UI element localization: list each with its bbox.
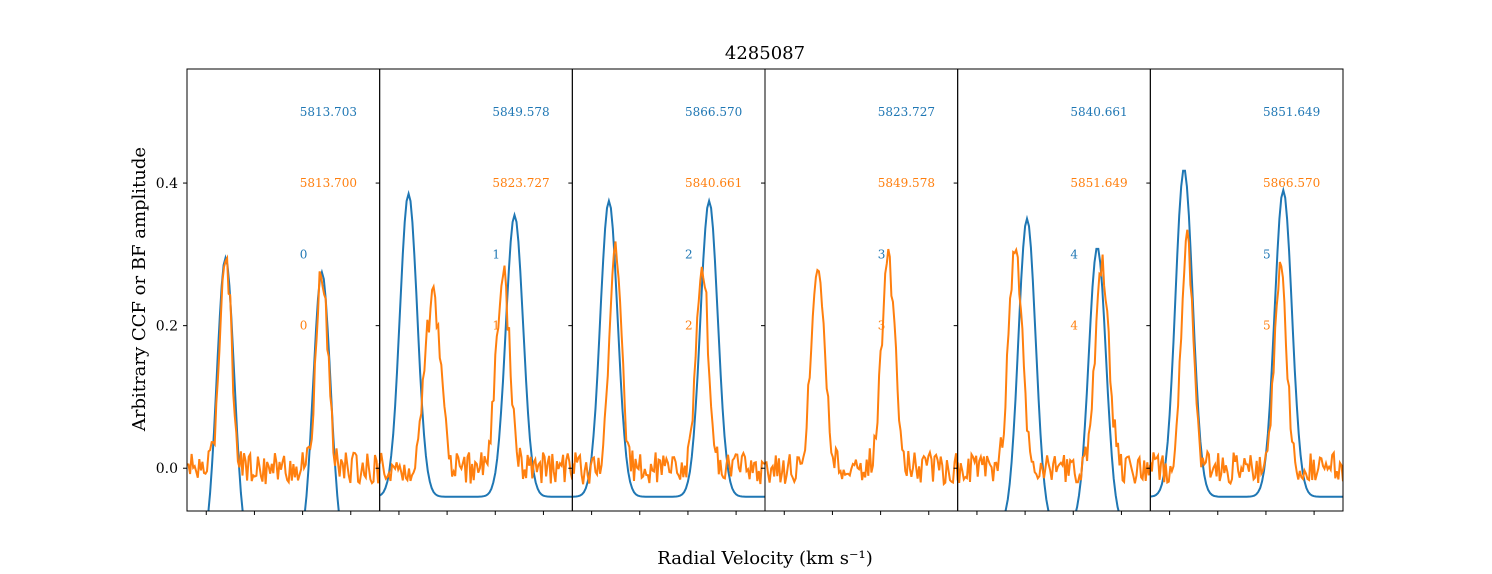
chart-title: 4285087 <box>725 43 805 64</box>
series-orange-line-0 <box>187 254 380 486</box>
annotation-blue-date-4: 5840.661 <box>1070 105 1127 119</box>
annotation-orange-date-0: 5813.700 <box>300 176 357 190</box>
y-tick-label-0: 0.0 <box>156 461 178 477</box>
panel-4: 5840.661 5851.649 4 4 <box>953 68 1151 515</box>
panel-1: 5849.578 5823.727 1 1 <box>375 68 573 515</box>
panels-group: 5813.703 5813.700 0 0 5849.578 5823.727 1 1 5866… <box>156 68 1344 515</box>
annotation-orange-date-2: 5840.661 <box>685 176 742 190</box>
annotation-blue-index-5: 5 <box>1263 247 1271 261</box>
annotation-orange-index-4: 4 <box>1070 319 1078 333</box>
annotation-orange-index-0: 0 <box>300 319 308 333</box>
panel-2: 5866.570 5840.661 2 2 <box>568 68 766 515</box>
annotation-blue-date-2: 5866.570 <box>685 105 742 119</box>
annotation-orange-index-2: 2 <box>685 319 693 333</box>
series-blue-line-1 <box>379 189 573 498</box>
series-orange-line-4 <box>957 246 1151 485</box>
series-blue-line-0 <box>207 254 340 511</box>
annotation-orange-date-1: 5823.727 <box>492 176 549 190</box>
annotation-orange-index-1: 1 <box>492 319 500 333</box>
series-orange-line-2 <box>572 241 765 485</box>
x-axis-label: Radial Velocity (km s⁻¹) <box>657 548 872 569</box>
panel-5: 5851.649 5866.570 5 5 <box>1146 68 1344 515</box>
panel-frame-0 <box>186 68 381 512</box>
annotation-orange-date-4: 5851.649 <box>1070 176 1127 190</box>
annotation-blue-date-0: 5813.703 <box>300 105 357 119</box>
annotation-blue-index-2: 2 <box>685 247 693 261</box>
annotation-blue-date-1: 5849.578 <box>492 105 549 119</box>
series-blue-line-4 <box>1004 214 1120 511</box>
y-axis-label: Arbitrary CCF or BF amplitude <box>129 147 150 432</box>
series-orange-line-3 <box>765 248 958 487</box>
annotation-blue-index-0: 0 <box>300 247 308 261</box>
panel-frame-5 <box>1149 68 1344 512</box>
annotation-blue-date-5: 5851.649 <box>1263 105 1320 119</box>
panel-frame-3 <box>764 68 959 512</box>
annotation-orange-index-3: 3 <box>878 319 886 333</box>
annotation-orange-date-5: 5866.570 <box>1263 176 1320 190</box>
y-tick-label-2: 0.4 <box>156 176 178 192</box>
series-orange-line-1 <box>379 265 573 484</box>
annotation-blue-index-3: 3 <box>878 247 886 261</box>
y-tick-label-1: 0.2 <box>156 319 178 335</box>
annotation-blue-index-4: 4 <box>1070 247 1078 261</box>
series-blue-line-5 <box>1150 169 1343 498</box>
panel-0: 5813.703 5813.700 0 0 <box>183 68 381 515</box>
annotation-blue-date-3: 5823.727 <box>878 105 935 119</box>
annotation-blue-index-1: 1 <box>492 247 500 261</box>
series-blue-line-2 <box>572 197 765 498</box>
panel-3: 5823.727 5849.578 3 3 <box>761 68 959 515</box>
annotation-orange-date-3: 5849.578 <box>878 176 935 190</box>
panel-frame-4 <box>957 68 1151 512</box>
panel-frame-1 <box>379 68 573 512</box>
annotation-orange-index-5: 5 <box>1263 319 1271 333</box>
series-orange-line-5 <box>1150 229 1344 486</box>
